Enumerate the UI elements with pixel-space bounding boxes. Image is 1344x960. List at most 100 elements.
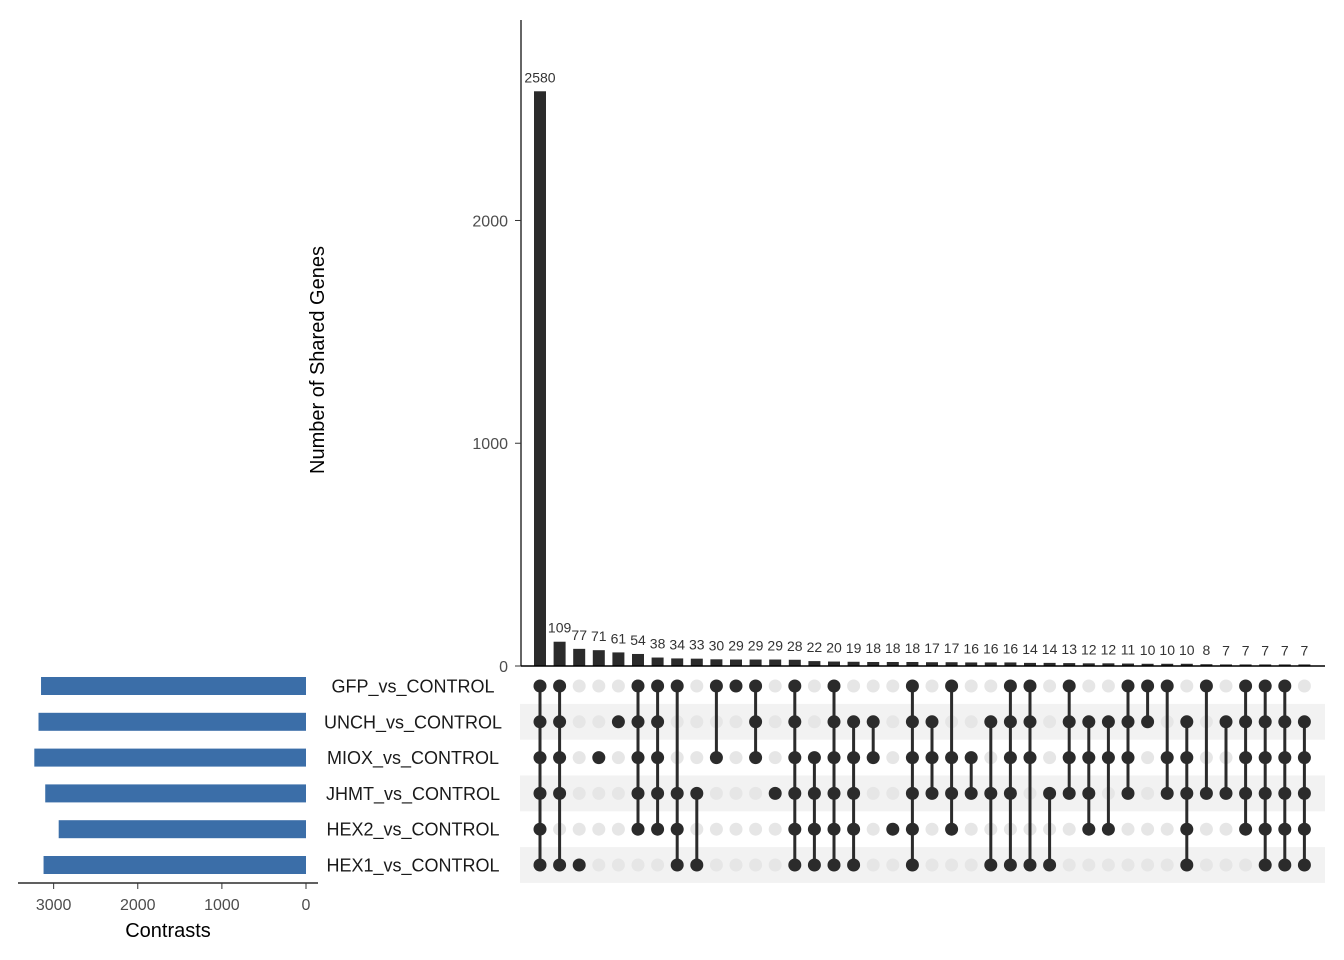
matrix-dot-active	[1297, 858, 1311, 872]
intersection-bar	[573, 648, 586, 666]
matrix-dot-active	[533, 786, 547, 800]
matrix-dot-inactive	[690, 715, 704, 729]
intersection-bar	[867, 661, 880, 666]
matrix-dot-active	[1199, 786, 1213, 800]
matrix-dot-active	[1062, 679, 1076, 693]
matrix-dot-inactive	[1199, 858, 1213, 872]
matrix-dot-active	[1121, 786, 1135, 800]
matrix-dot-inactive	[1043, 679, 1057, 693]
matrix-dot-active	[631, 715, 645, 729]
matrix-dot-active	[553, 715, 567, 729]
matrix-dot-inactive	[690, 679, 704, 693]
matrix-dot-active	[964, 786, 978, 800]
set-size-tick-label: 1000	[204, 897, 240, 914]
matrix-dot-active	[1258, 858, 1272, 872]
matrix-dot-active	[749, 679, 763, 693]
intersection-bar	[808, 661, 821, 666]
matrix-dot-active	[925, 786, 939, 800]
intersection-bar	[690, 658, 703, 666]
matrix-dot-active	[847, 715, 861, 729]
matrix-dot-active	[945, 786, 959, 800]
matrix-dot-active	[1023, 858, 1037, 872]
matrix-dot-active	[1160, 679, 1174, 693]
intersection-bar	[788, 659, 801, 666]
matrix-dot-active	[788, 858, 802, 872]
matrix-dot-active	[827, 751, 841, 765]
matrix-dot-inactive	[592, 858, 606, 872]
matrix-dot-inactive	[1121, 858, 1135, 872]
matrix-dot-inactive	[1219, 679, 1233, 693]
matrix-dot-inactive	[768, 822, 782, 836]
matrix-dot-active	[905, 822, 919, 836]
matrix-dot-active	[847, 858, 861, 872]
matrix-dot-inactive	[1141, 822, 1155, 836]
matrix-dot-active	[905, 751, 919, 765]
intersection-count-label: 16	[983, 640, 999, 656]
matrix-dot-inactive	[1219, 858, 1233, 872]
intersection-count-label: 8	[1203, 642, 1211, 658]
matrix-dot-active	[1297, 751, 1311, 765]
matrix-dot-inactive	[886, 751, 900, 765]
matrix-dot-inactive	[1101, 679, 1115, 693]
matrix-dot-inactive	[729, 822, 743, 836]
intersection-bar	[671, 658, 684, 666]
matrix-dot-active	[788, 715, 802, 729]
matrix-dot-active	[1258, 679, 1272, 693]
matrix-dot-inactive	[749, 822, 763, 836]
matrix-dot-inactive	[611, 751, 625, 765]
matrix-dot-inactive	[945, 858, 959, 872]
intersection-count-label: 77	[571, 627, 587, 643]
matrix-dot-active	[651, 822, 665, 836]
matrix-dot-active	[1101, 751, 1115, 765]
intersection-bar	[1122, 663, 1134, 666]
matrix-dot-inactive	[592, 822, 606, 836]
matrix-dot-inactive	[709, 822, 723, 836]
matrix-dot-inactive	[611, 786, 625, 800]
matrix-dot-active	[1003, 858, 1017, 872]
set-size-tick-label: 3000	[36, 897, 72, 914]
y-tick-label: 0	[499, 659, 508, 676]
matrix-dot-active	[866, 751, 880, 765]
matrix-dot-inactive	[768, 858, 782, 872]
matrix-dot-inactive	[592, 715, 606, 729]
matrix-dot-inactive	[651, 858, 665, 872]
matrix-dot-inactive	[807, 715, 821, 729]
matrix-dot-active	[807, 858, 821, 872]
matrix-dot-inactive	[1141, 786, 1155, 800]
matrix-dot-inactive	[709, 858, 723, 872]
set-label: JHMT_vs_CONTROL	[326, 784, 500, 805]
matrix-dot-active	[807, 822, 821, 836]
matrix-dot-active	[788, 679, 802, 693]
matrix-dot-active	[631, 822, 645, 836]
intersection-count-label: 7	[1242, 642, 1250, 658]
matrix-dot-inactive	[572, 751, 586, 765]
matrix-dot-inactive	[572, 786, 586, 800]
matrix-dot-active	[945, 822, 959, 836]
matrix-dot-inactive	[1043, 715, 1057, 729]
matrix-dot-inactive	[964, 679, 978, 693]
matrix-dot-active	[1297, 786, 1311, 800]
matrix-dot-inactive	[572, 679, 586, 693]
matrix-dot-active	[631, 679, 645, 693]
matrix-dot-active	[709, 751, 723, 765]
intersection-count-label: 14	[1042, 641, 1058, 657]
y-axis: 0 1000 2000	[472, 20, 1325, 676]
intersection-count-label: 109	[548, 620, 572, 636]
matrix-dot-inactive	[886, 715, 900, 729]
intersection-bar	[749, 659, 762, 666]
matrix-dot-active	[807, 786, 821, 800]
matrix-dot-active	[553, 751, 567, 765]
matrix-dot-active	[984, 858, 998, 872]
matrix-dot-active	[945, 751, 959, 765]
matrix-dot-inactive	[925, 822, 939, 836]
matrix-dot-active	[1160, 751, 1174, 765]
intersection-count-label: 29	[748, 638, 764, 654]
matrix-dot-inactive	[964, 822, 978, 836]
intersection-count-label: 22	[807, 639, 823, 655]
matrix-dot-active	[847, 751, 861, 765]
intersection-count-label: 38	[650, 636, 666, 652]
matrix-dot-active	[905, 858, 919, 872]
set-label: HEX2_vs_CONTROL	[326, 820, 499, 841]
y-axis-title: Number of Shared Genes	[307, 246, 329, 474]
set-size-bar	[43, 856, 306, 874]
